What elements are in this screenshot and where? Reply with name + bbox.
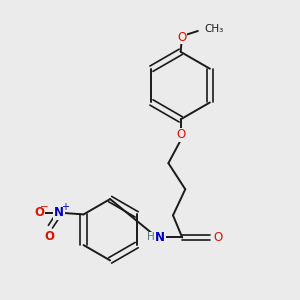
- Text: O: O: [45, 230, 55, 243]
- Text: +: +: [61, 202, 69, 212]
- Text: O: O: [177, 31, 187, 44]
- Text: N: N: [155, 231, 165, 244]
- Text: CH₃: CH₃: [204, 23, 223, 34]
- Text: −: −: [40, 202, 49, 212]
- Text: O: O: [176, 128, 185, 141]
- Text: O: O: [214, 231, 223, 244]
- Text: N: N: [54, 206, 64, 219]
- Text: O: O: [34, 206, 44, 219]
- Text: H: H: [148, 232, 155, 242]
